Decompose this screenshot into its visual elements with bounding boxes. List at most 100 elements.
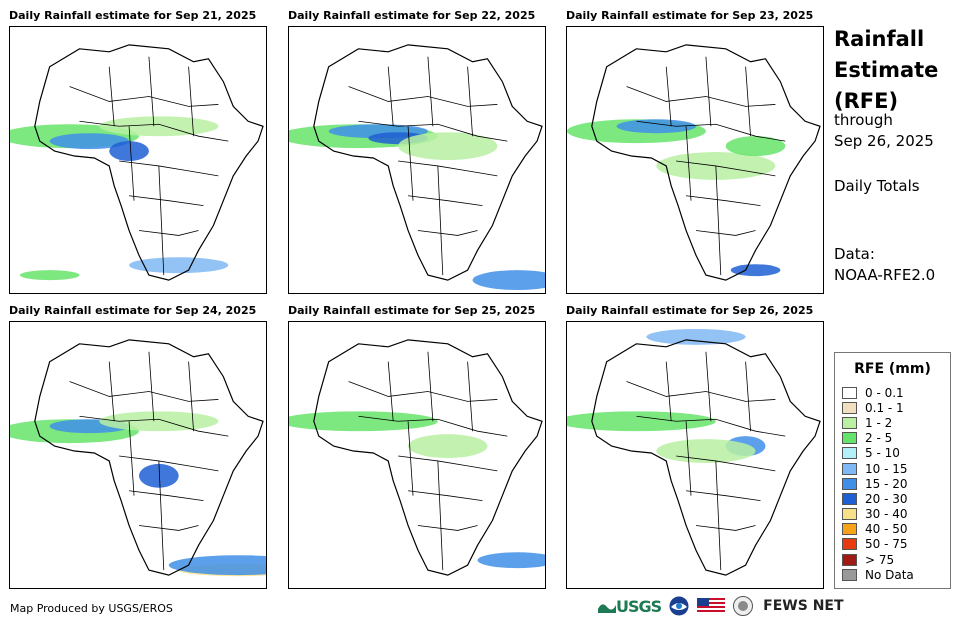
country-border — [358, 120, 508, 142]
country-border — [467, 361, 473, 432]
country-border — [636, 120, 786, 142]
country-border — [695, 230, 756, 236]
data-label: Data: — [834, 245, 875, 263]
legend-item: 5 - 10 — [835, 446, 950, 461]
africa-coastline — [34, 44, 264, 281]
country-border — [138, 230, 199, 236]
country-border — [128, 421, 135, 496]
legend-swatch — [842, 538, 857, 551]
through-date: Sep 26, 2025 — [834, 132, 934, 150]
legend-label: 10 - 15 — [865, 461, 908, 476]
country-border — [108, 361, 115, 422]
country-border — [348, 381, 498, 402]
legend-label: 15 - 20 — [865, 476, 908, 491]
africa-coastline — [591, 339, 821, 576]
legend-item: 50 - 75 — [835, 537, 950, 552]
map-title-sep-21: Daily Rainfall estimate for Sep 21, 2025 — [9, 9, 257, 22]
country-border — [715, 460, 722, 571]
country-border — [128, 126, 135, 201]
rainfall-area — [289, 411, 438, 432]
rainfall-area — [168, 555, 266, 576]
country-border — [398, 455, 498, 472]
country-border — [69, 86, 219, 107]
us-flag-icon — [697, 598, 726, 614]
country-border — [79, 120, 229, 142]
legend-swatch — [842, 492, 857, 505]
country-border — [398, 160, 498, 177]
legend-swatch — [842, 523, 857, 536]
country-border — [348, 86, 498, 107]
country-border — [158, 165, 165, 276]
noaa-logo-icon — [669, 596, 689, 616]
legend-label: 0 - 0.1 — [865, 385, 904, 400]
country-border — [427, 351, 434, 422]
country-border — [686, 490, 761, 502]
rainfall-area — [616, 119, 696, 134]
legend-item: 30 - 40 — [835, 507, 950, 522]
legend-swatch — [842, 553, 857, 566]
country-border — [108, 66, 115, 127]
map-title-sep-25: Daily Rainfall estimate for Sep 25, 2025 — [288, 304, 536, 317]
country-border — [408, 195, 483, 207]
country-border — [79, 415, 229, 437]
rainfall-area — [477, 552, 545, 569]
map-title-sep-23: Daily Rainfall estimate for Sep 23, 2025 — [566, 9, 814, 22]
country-border — [129, 195, 204, 207]
africa-map — [567, 44, 821, 281]
country-border — [745, 66, 751, 137]
country-border — [148, 56, 155, 127]
usgs-logo: USGS — [598, 597, 662, 616]
country-border — [665, 66, 672, 127]
country-border — [626, 381, 776, 402]
country-border — [417, 525, 478, 531]
country-border — [387, 66, 394, 127]
country-border — [158, 460, 165, 571]
legend-swatch — [842, 386, 857, 399]
country-border — [626, 86, 776, 107]
africa-map — [10, 44, 264, 281]
legend-item: No Data — [835, 567, 950, 582]
map-title-sep-22: Daily Rainfall estimate for Sep 22, 2025 — [288, 9, 536, 22]
map-title-sep-26: Daily Rainfall estimate for Sep 26, 2025 — [566, 304, 814, 317]
logo-strip: USGS FEWS NET — [598, 596, 844, 616]
rainfall-area — [49, 133, 130, 150]
legend-label: 40 - 50 — [865, 522, 908, 537]
legend-label: 5 - 10 — [865, 446, 900, 461]
africa-map — [289, 339, 545, 576]
rainfall-map-sep-23 — [566, 26, 824, 294]
legend-label: No Data — [865, 567, 914, 582]
legend-item: 15 - 20 — [835, 476, 950, 491]
legend-item: > 75 — [835, 552, 950, 567]
country-border — [417, 230, 478, 236]
country-border — [119, 160, 219, 177]
country-border — [695, 525, 756, 531]
africa-map — [10, 339, 266, 577]
rainfall-map-sep-25 — [288, 321, 546, 589]
country-border — [69, 381, 219, 402]
rainfall-area — [138, 463, 179, 488]
legend-swatch — [842, 508, 857, 521]
product-title-line3: (RFE) — [834, 89, 899, 113]
country-border — [437, 165, 444, 276]
country-border — [715, 165, 722, 276]
rainfall-area — [19, 270, 80, 281]
legend-label: 2 - 5 — [865, 431, 893, 446]
country-border — [685, 421, 692, 496]
product-title: Rainfall Estimate (RFE) — [834, 24, 938, 117]
fews-net-logo: FEWS NET — [763, 598, 844, 614]
country-border — [427, 56, 434, 127]
product-title-line1: Rainfall — [834, 27, 925, 51]
rainfall-map-sep-22 — [288, 26, 546, 294]
legend-label: 1 - 2 — [865, 415, 893, 430]
country-border — [676, 455, 776, 472]
country-border — [705, 351, 712, 422]
rainfall-area — [567, 411, 716, 432]
country-border — [636, 415, 786, 437]
legend-swatch — [842, 447, 857, 460]
legend-label: > 75 — [865, 552, 895, 567]
rainfall-area — [725, 136, 786, 157]
rainfall-area — [646, 328, 746, 345]
legend-swatch — [842, 477, 857, 490]
legend-item: 0 - 0.1 — [835, 385, 950, 400]
